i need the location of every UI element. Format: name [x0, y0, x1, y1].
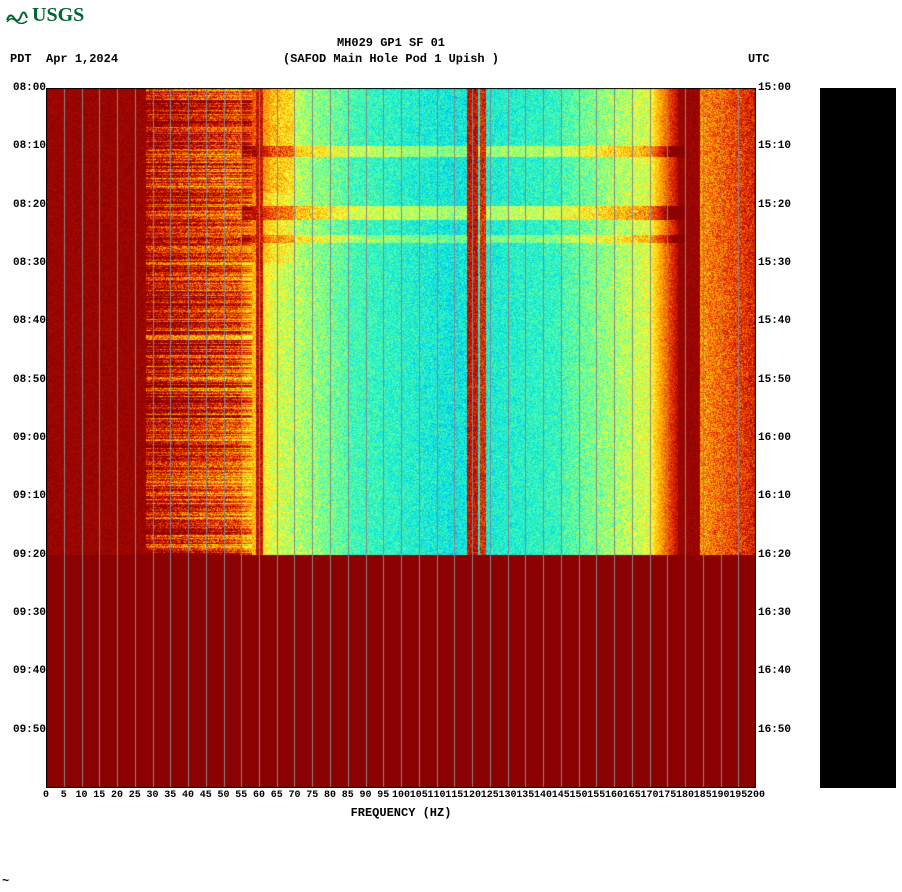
x-tick: 85 [342, 790, 354, 801]
side-panel [820, 88, 896, 788]
x-tick: 115 [445, 790, 463, 801]
y-right-tick: 16:10 [758, 490, 802, 502]
y-right-tick: 16:30 [758, 607, 802, 619]
y-left-tick: 09:10 [2, 490, 46, 502]
y-left-tick: 08:10 [2, 140, 46, 152]
y-right-tick: 16:40 [758, 665, 802, 677]
x-tick: 145 [552, 790, 570, 801]
x-tick: 185 [694, 790, 712, 801]
x-tick: 5 [61, 790, 67, 801]
right-timezone-label: UTC [748, 52, 770, 66]
y-axis-left-ticks: 08:0008:1008:2008:3008:4008:5009:0009:10… [2, 88, 46, 788]
x-tick: 150 [569, 790, 587, 801]
x-tick: 50 [217, 790, 229, 801]
y-axis-right-ticks: 15:0015:1015:2015:3015:4015:5016:0016:10… [758, 88, 802, 788]
x-axis-label: FREQUENCY (HZ) [46, 806, 756, 820]
y-left-tick: 09:00 [2, 432, 46, 444]
usgs-logo: USGS [6, 4, 84, 27]
title-line1: MH029 GP1 SF 01 [0, 36, 782, 52]
y-right-tick: 16:00 [758, 432, 802, 444]
x-tick: 100 [392, 790, 410, 801]
y-right-tick: 15:50 [758, 374, 802, 386]
x-tick: 80 [324, 790, 336, 801]
x-tick: 15 [93, 790, 105, 801]
x-tick: 155 [587, 790, 605, 801]
x-tick: 60 [253, 790, 265, 801]
y-right-tick: 16:50 [758, 724, 802, 736]
x-tick: 95 [377, 790, 389, 801]
x-tick: 160 [605, 790, 623, 801]
spectrogram-plot [46, 88, 756, 788]
x-tick: 200 [747, 790, 765, 801]
x-tick: 45 [200, 790, 212, 801]
x-tick: 90 [359, 790, 371, 801]
y-right-tick: 15:20 [758, 199, 802, 211]
y-left-tick: 08:50 [2, 374, 46, 386]
x-tick: 135 [516, 790, 534, 801]
y-right-tick: 15:00 [758, 82, 802, 94]
y-left-tick: 09:50 [2, 724, 46, 736]
y-left-tick: 09:40 [2, 665, 46, 677]
x-tick: 40 [182, 790, 194, 801]
x-tick: 140 [534, 790, 552, 801]
x-tick: 175 [658, 790, 676, 801]
x-tick: 0 [43, 790, 49, 801]
x-tick: 120 [463, 790, 481, 801]
x-tick: 30 [146, 790, 158, 801]
y-right-tick: 15:40 [758, 315, 802, 327]
x-tick: 10 [75, 790, 87, 801]
y-left-tick: 09:30 [2, 607, 46, 619]
y-left-tick: 09:20 [2, 549, 46, 561]
usgs-logo-text: USGS [32, 4, 84, 27]
footer-symbol: ~ [2, 874, 9, 888]
x-tick: 55 [235, 790, 247, 801]
y-right-tick: 15:10 [758, 140, 802, 152]
left-timezone-label: PDT Apr 1,2024 [10, 52, 118, 66]
x-tick: 180 [676, 790, 694, 801]
x-tick: 25 [129, 790, 141, 801]
x-tick: 75 [306, 790, 318, 801]
y-left-tick: 08:00 [2, 82, 46, 94]
x-tick: 70 [288, 790, 300, 801]
usgs-wave-icon [6, 8, 28, 24]
x-tick: 105 [410, 790, 428, 801]
x-tick: 170 [640, 790, 658, 801]
x-tick: 165 [623, 790, 641, 801]
x-tick: 110 [427, 790, 445, 801]
x-tick: 35 [164, 790, 176, 801]
y-left-tick: 08:20 [2, 199, 46, 211]
x-tick: 195 [729, 790, 747, 801]
spectrogram-canvas [46, 88, 756, 788]
y-right-tick: 15:30 [758, 257, 802, 269]
x-tick: 20 [111, 790, 123, 801]
x-tick: 130 [498, 790, 516, 801]
y-left-tick: 08:30 [2, 257, 46, 269]
left-tz-text: PDT [10, 52, 32, 66]
y-left-tick: 08:40 [2, 315, 46, 327]
x-tick: 190 [711, 790, 729, 801]
x-tick: 65 [271, 790, 283, 801]
date-text: Apr 1,2024 [46, 52, 118, 66]
x-axis-ticks: 0510152025303540455055606570758085909510… [46, 790, 756, 806]
x-tick: 125 [481, 790, 499, 801]
y-right-tick: 16:20 [758, 549, 802, 561]
